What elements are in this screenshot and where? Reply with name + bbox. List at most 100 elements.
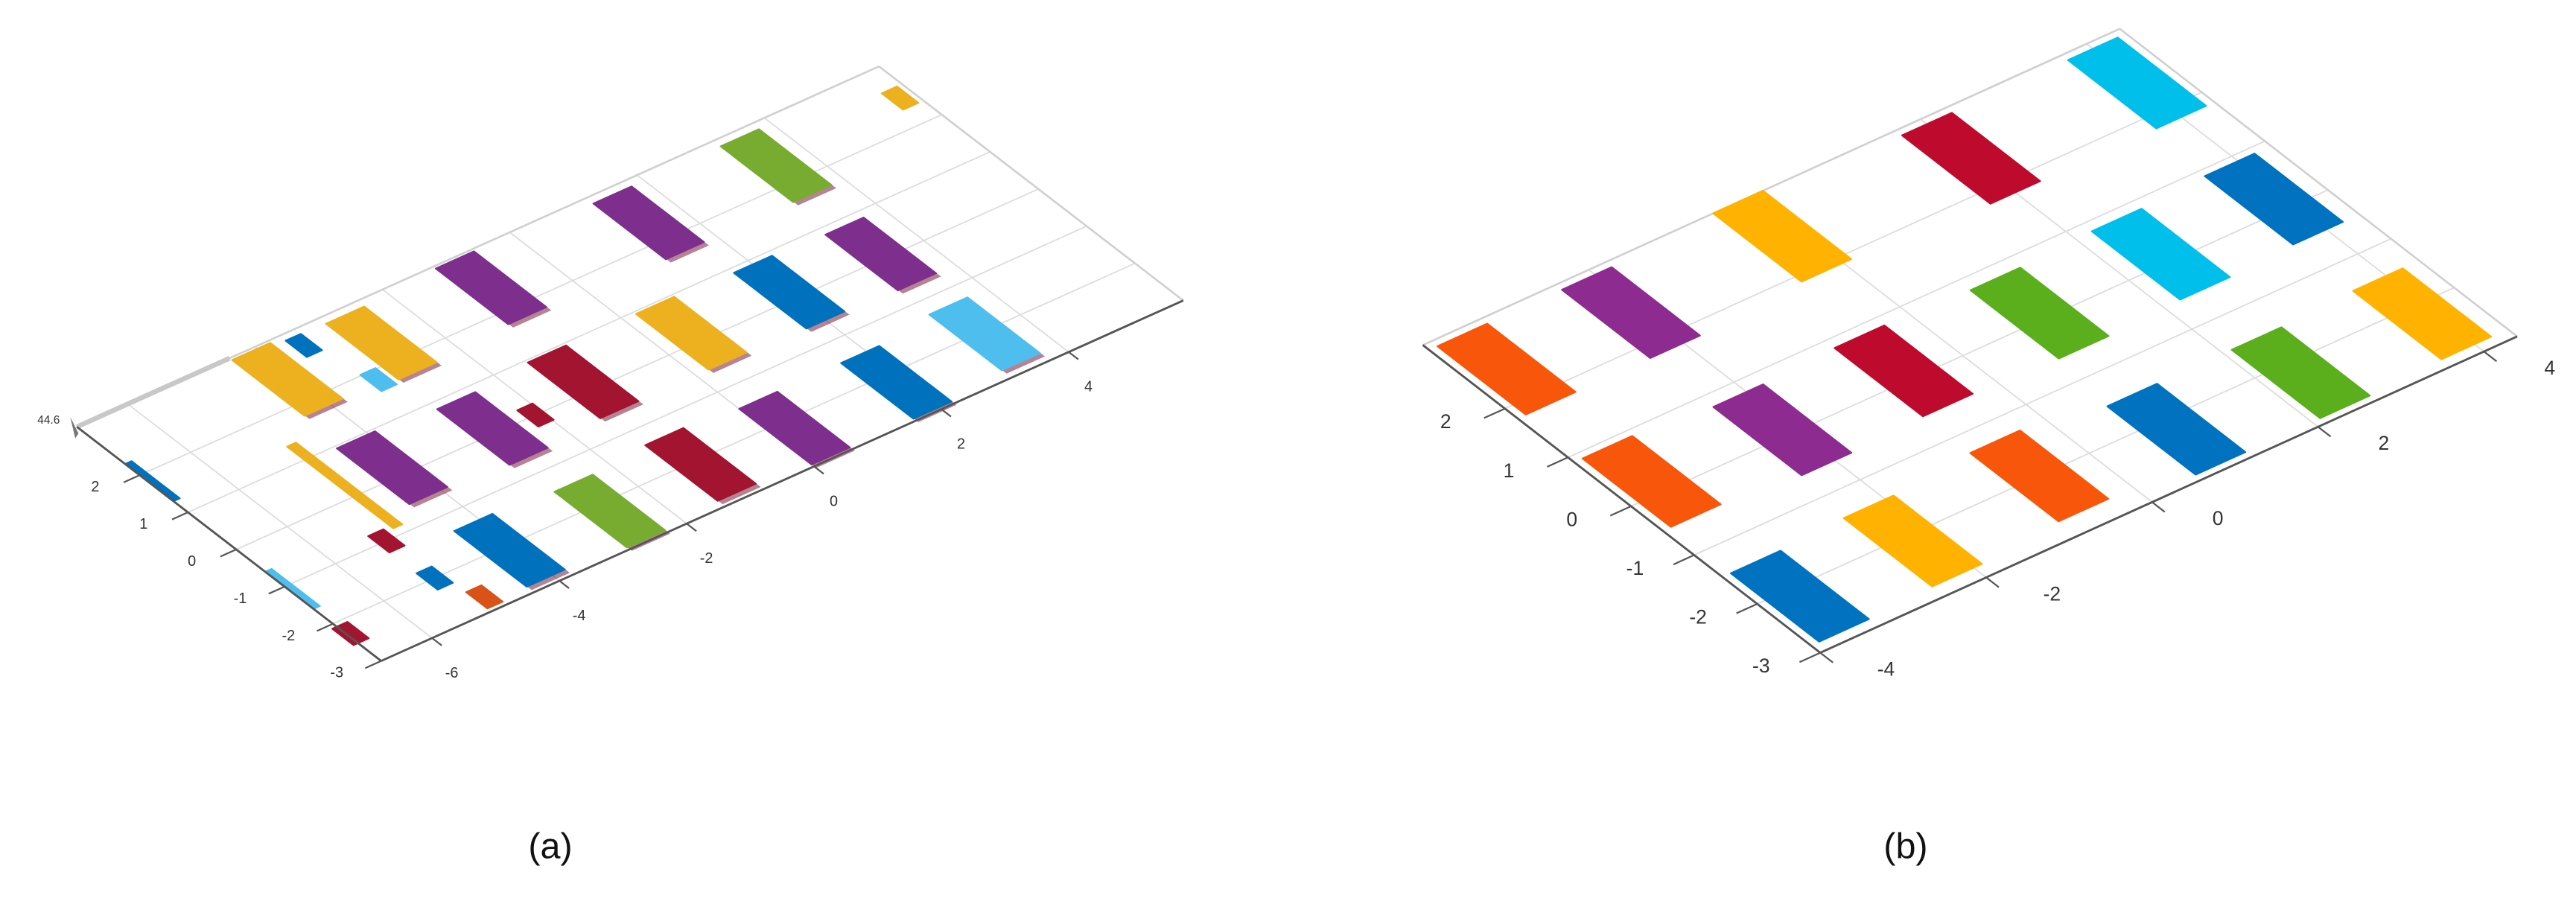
point-cloud-segment-green <box>553 474 667 549</box>
gridline-y <box>1504 92 2202 410</box>
y-tick-label: 0 <box>1566 508 1577 530</box>
x-tick-label: -2 <box>2044 582 2061 605</box>
point-cloud-segment-yellow <box>880 86 920 111</box>
point-cloud-segment-green <box>2230 326 2371 419</box>
y-tick-label: -1 <box>234 590 247 607</box>
y-tick-label: -3 <box>1752 655 1770 677</box>
y-tick-label: 0 <box>188 553 196 570</box>
point-cloud-segment-yellow <box>1842 494 1983 588</box>
point-cloud-segment-cyan <box>359 367 398 392</box>
x-tick-mark <box>686 523 697 532</box>
x-tick-mark <box>813 465 824 475</box>
y-axis-line <box>1422 344 1822 654</box>
x-tick-label: 0 <box>2213 507 2224 529</box>
point-cloud-segment-yellow <box>2352 267 2493 360</box>
panel-b-plot: -4 -2 0 2 4 -3 -2 -1 0 1 2 <box>1422 28 2555 681</box>
gridline-x <box>763 117 1069 353</box>
x-tick-label: -4 <box>1877 658 1895 680</box>
x-tick-label: 4 <box>1084 379 1093 395</box>
x-tick-label: -2 <box>700 550 713 567</box>
point-cloud-segment-cyan <box>2067 36 2207 130</box>
point-cloud-segment-purple <box>824 216 938 292</box>
point-cloud-segment-purple <box>336 430 448 506</box>
x-tick-mark <box>559 580 570 589</box>
box-edge-right <box>2119 28 2518 337</box>
point-cloud-segment-red <box>527 344 640 419</box>
x-tick-label: 0 <box>830 493 838 509</box>
point-cloud-segment-red <box>1834 324 1974 418</box>
point-cloud-segment-blue <box>284 333 323 358</box>
point-cloud-segment-yellow <box>635 296 748 371</box>
y-tick-mark <box>1547 456 1568 468</box>
gridline-y <box>284 225 1087 588</box>
point-cloud-segment-blue <box>453 512 566 588</box>
y-tick-label: 2 <box>1440 410 1451 433</box>
x-tick-mark <box>431 637 442 646</box>
gridline-y <box>1630 189 2329 507</box>
point-cloud-segment-red <box>516 402 555 428</box>
point-cloud-segment-green <box>719 128 833 203</box>
gridline-y <box>332 262 1136 625</box>
panel-a-plot: 44.6 -6 -4 -2 0 2 4 -3 -2 -1 0 1 2 <box>37 65 1184 681</box>
x-tick-mark <box>1985 576 2000 588</box>
y-axis-line <box>76 426 382 662</box>
gridline-y <box>188 151 990 513</box>
y-tick-mark <box>268 585 285 595</box>
y-tick-mark <box>1483 407 1506 419</box>
gridline-y <box>1568 140 2265 459</box>
point-cloud-segment-red <box>367 528 406 554</box>
x-tick-label: -4 <box>573 608 586 624</box>
point-cloud-segment-orange <box>1437 322 1577 416</box>
y-tick-label: -2 <box>1689 605 1707 628</box>
y-tick-mark <box>123 474 140 483</box>
z-tick-label: 44.6 <box>37 414 60 427</box>
y-tick-label: -1 <box>1626 557 1644 579</box>
box-edge-right <box>878 66 1184 302</box>
gridline-x <box>127 403 433 639</box>
point-cloud-segment-orange <box>1581 435 1722 528</box>
x-axis-line <box>381 299 1184 662</box>
point-cloud-segment-blue <box>124 460 181 503</box>
x-axis-line <box>1819 335 2518 654</box>
x-tick-label: -6 <box>445 665 459 681</box>
z-plane-edge <box>75 356 231 430</box>
point-cloud-segment-purple <box>738 390 851 465</box>
x-tick-mark <box>2483 351 2498 363</box>
y-tick-mark <box>1736 603 1758 614</box>
y-tick-label: 1 <box>139 516 147 532</box>
y-tick-label: -3 <box>330 665 343 681</box>
x-tick-label: 2 <box>2379 432 2390 454</box>
x-tick-mark <box>2152 501 2166 513</box>
panel-a-label: (a) <box>528 827 572 867</box>
point-cloud-segment-yellow <box>231 342 344 417</box>
point-cloud-segment-purple <box>592 185 705 261</box>
gridline-y <box>1757 287 2455 605</box>
point-cloud-segment-purple <box>1712 383 1853 477</box>
y-tick-label: 2 <box>91 479 99 495</box>
point-cloud-segment-blue <box>733 255 846 330</box>
point-cloud-segment-orange <box>1969 429 2110 523</box>
z-axis-marker <box>70 417 79 439</box>
x-tick-label: 2 <box>957 436 965 453</box>
y-tick-mark <box>171 512 188 520</box>
y-tick-mark <box>1673 554 1695 566</box>
point-cloud-segment-yellow <box>325 305 438 381</box>
point-cloud-segment-blue <box>840 345 953 420</box>
point-cloud-segment-yellow <box>1712 190 1853 283</box>
x-tick-mark <box>1819 652 1834 663</box>
point-cloud-segment-blue <box>416 565 454 590</box>
gridline-y <box>1694 238 2391 556</box>
y-tick-label: 1 <box>1504 459 1515 482</box>
point-cloud-segment-green <box>1969 267 2110 360</box>
point-cloud-segment-red <box>644 427 757 502</box>
y-tick-label: -2 <box>282 628 296 644</box>
point-cloud-segment-purple <box>435 250 547 325</box>
y-tick-mark <box>364 660 382 669</box>
point-cloud-segment-blue <box>2106 383 2247 476</box>
x-tick-mark <box>2317 426 2332 438</box>
point-cloud-segment-orange <box>465 584 504 610</box>
point-cloud-segment-purple <box>1561 266 1701 360</box>
x-tick-mark <box>1068 351 1079 360</box>
point-cloud-segment-blue <box>2204 153 2344 246</box>
box-edge-back <box>1422 28 2120 346</box>
